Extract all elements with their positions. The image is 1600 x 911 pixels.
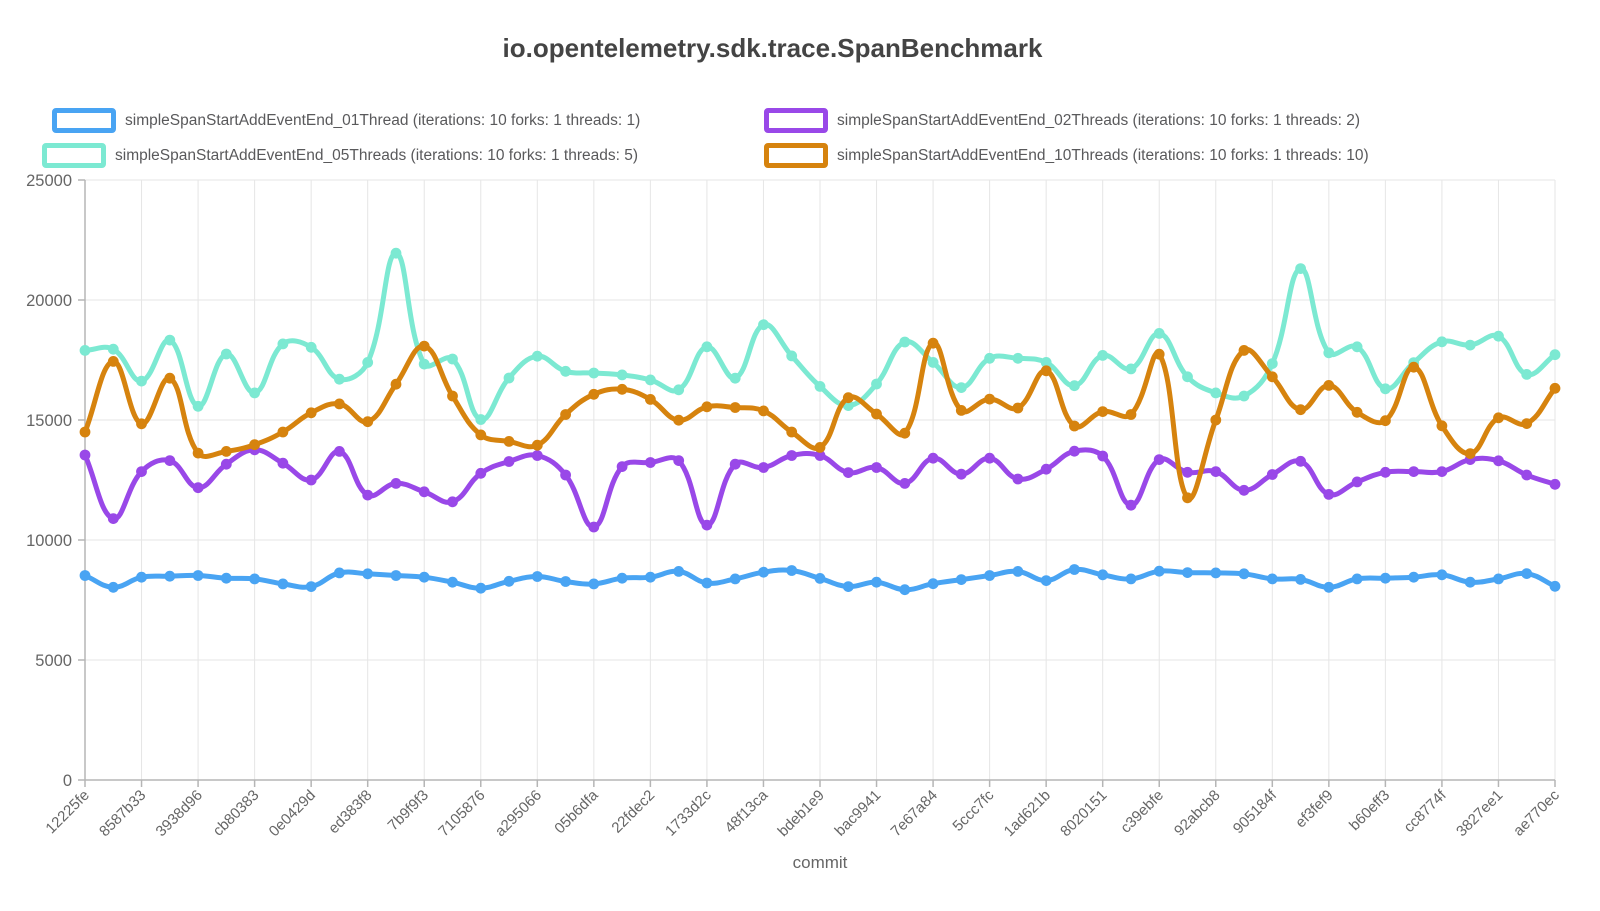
- legend-item-02threads[interactable]: simpleSpanStartAddEventEnd_02Threads (it…: [764, 108, 1360, 133]
- svg-text:1733d2c: 1733d2c: [662, 786, 715, 839]
- legend-label: simpleSpanStartAddEventEnd_01Thread (ite…: [125, 111, 641, 129]
- series-01thread: [79, 564, 1561, 596]
- legend-label: simpleSpanStartAddEventEnd_02Threads (it…: [837, 111, 1360, 129]
- svg-text:1ad621b: 1ad621b: [1001, 787, 1054, 840]
- legend-item-01thread[interactable]: simpleSpanStartAddEventEnd_01Thread (ite…: [52, 108, 640, 133]
- series-05threads: [79, 247, 1561, 425]
- svg-text:0e0429d: 0e0429d: [266, 787, 319, 840]
- svg-text:c39ebfe: c39ebfe: [1117, 787, 1167, 837]
- series-points-01thread[interactable]: [79, 564, 1561, 596]
- svg-text:15000: 15000: [26, 412, 72, 430]
- svg-text:20000: 20000: [26, 292, 72, 310]
- svg-text:48f13ca: 48f13ca: [722, 786, 772, 836]
- svg-text:8587b33: 8587b33: [96, 787, 149, 840]
- series-points-05threads[interactable]: [79, 247, 1561, 425]
- legend-swatch-icon: [764, 143, 828, 168]
- x-tick-labels: 12225fe 8587b33 3938d96 cb80383 0e0429d ed383…: [42, 786, 1563, 840]
- series-line-05threads: [82, 250, 1558, 423]
- legend-item-05threads[interactable]: simpleSpanStartAddEventEnd_05Threads (it…: [42, 143, 638, 168]
- svg-text:10000: 10000: [26, 532, 72, 550]
- svg-text:ed383f8: ed383f8: [325, 787, 375, 837]
- series-points-02threads[interactable]: [79, 444, 1561, 533]
- legend-label: simpleSpanStartAddEventEnd_10Threads (it…: [837, 146, 1369, 164]
- svg-text:22fdec2: 22fdec2: [608, 787, 658, 837]
- series-10threads: [79, 337, 1561, 504]
- svg-text:7e67a84: 7e67a84: [888, 787, 941, 840]
- svg-text:bdeb1e9: bdeb1e9: [775, 787, 828, 840]
- legend-item-10threads[interactable]: simpleSpanStartAddEventEnd_10Threads (it…: [764, 143, 1369, 168]
- svg-text:3938d96: 3938d96: [153, 787, 206, 840]
- x-axis-title: commit: [793, 853, 848, 872]
- svg-text:ae770ec: ae770ec: [1510, 786, 1563, 839]
- legend-swatch-icon: [52, 108, 116, 133]
- gridlines: [84, 179, 1556, 781]
- svg-text:ef3fef9: ef3fef9: [1292, 787, 1336, 831]
- svg-text:7105876: 7105876: [435, 787, 488, 840]
- y-tick-labels: 0 5000 10000 15000 20000 25000: [26, 172, 72, 790]
- series-points-10threads[interactable]: [79, 337, 1561, 504]
- svg-text:7b9f9f3: 7b9f9f3: [385, 787, 432, 834]
- svg-text:12225fe: 12225fe: [42, 787, 92, 837]
- svg-text:bac9941: bac9941: [832, 787, 885, 840]
- legend-swatch-icon: [764, 108, 828, 133]
- legend-swatch-icon: [42, 143, 106, 168]
- legend-label: simpleSpanStartAddEventEnd_05Threads (it…: [115, 146, 638, 164]
- svg-text:905184f: 905184f: [1230, 786, 1281, 837]
- svg-text:0: 0: [63, 772, 72, 790]
- svg-text:cb80383: cb80383: [210, 787, 263, 840]
- svg-text:a295066: a295066: [492, 787, 545, 840]
- svg-text:25000: 25000: [26, 172, 72, 190]
- series-02threads: [79, 444, 1561, 533]
- chart-title: io.opentelemetry.sdk.trace.SpanBenchmark: [502, 33, 1043, 63]
- axes: [78, 179, 1556, 787]
- svg-text:5000: 5000: [35, 652, 72, 670]
- svg-text:5ccc7fc: 5ccc7fc: [949, 786, 997, 834]
- svg-text:3827ee1: 3827ee1: [1453, 787, 1506, 840]
- svg-text:b60eff3: b60eff3: [1346, 787, 1393, 834]
- svg-text:cc8774f: cc8774f: [1401, 786, 1451, 836]
- svg-text:92abcb8: 92abcb8: [1171, 787, 1224, 840]
- svg-text:05b6dfa: 05b6dfa: [551, 786, 602, 837]
- svg-text:8020151: 8020151: [1057, 787, 1110, 840]
